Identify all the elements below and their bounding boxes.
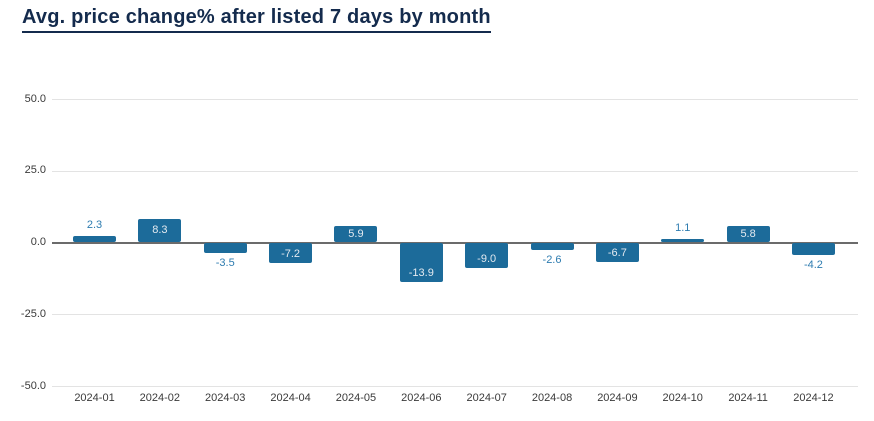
- x-axis-tick-label: 2024-07: [466, 392, 507, 404]
- bar: [726, 225, 770, 243]
- gridline: [52, 386, 858, 387]
- bar-value-label: 1.1: [675, 222, 691, 235]
- bar-value-label: -3.5: [215, 256, 235, 269]
- bar: [595, 242, 639, 262]
- bar-value-label: -6.7: [607, 246, 627, 259]
- bar-value-label: -7.2: [281, 248, 301, 261]
- x-axis-tick-label: 2024-08: [531, 392, 573, 404]
- x-axis-tick-label: 2024-11: [728, 392, 768, 404]
- x-axis-tick-label: 2024-01: [74, 392, 115, 404]
- x-axis-tick-label: 2024-05: [335, 392, 377, 404]
- bar: [138, 218, 182, 243]
- bar-value-label: -2.6: [542, 253, 562, 266]
- x-axis-tick-label: 2024-09: [597, 392, 638, 404]
- bar: [399, 242, 443, 283]
- bar-value-label: -4.2: [803, 258, 823, 271]
- y-axis-tick-label: -50.0: [20, 379, 46, 392]
- gridline: [52, 99, 858, 100]
- gridline: [52, 314, 858, 316]
- bar: [269, 242, 313, 264]
- x-axis-tick-label: 2024-04: [270, 392, 311, 404]
- x-axis-tick-label: 2024-03: [205, 392, 246, 404]
- y-axis-tick-label: 50.0: [24, 92, 46, 105]
- bar-value-label: -13.9: [408, 267, 434, 280]
- bar-value-label: 8.3: [152, 224, 168, 237]
- x-axis-tick-label: 2024-06: [401, 392, 442, 404]
- gridline: [52, 170, 858, 172]
- bar: [203, 242, 247, 253]
- bar: [334, 225, 378, 243]
- x-axis-tick-label: 2024-12: [793, 392, 834, 404]
- bar-value-label: -9.0: [477, 253, 497, 266]
- y-axis-tick-label: -25.0: [20, 307, 46, 320]
- zero-axis-line: [52, 241, 858, 244]
- bar-value-label: 2.3: [86, 218, 103, 231]
- y-axis-tick-label: 0.0: [30, 236, 46, 248]
- bar: [465, 242, 509, 269]
- bar: [791, 242, 835, 255]
- x-axis-tick-label: 2024-10: [662, 392, 703, 404]
- bar: [661, 239, 705, 243]
- bar: [73, 235, 116, 243]
- bar-value-label: 5.8: [740, 227, 756, 240]
- bar-value-label: 5.9: [348, 227, 364, 240]
- x-axis-tick-label: 2024-02: [139, 392, 181, 404]
- bar: [530, 242, 574, 250]
- chart-title: Avg. price change% after listed 7 days b…: [22, 6, 491, 33]
- y-axis-tick-label: 25.0: [24, 164, 46, 177]
